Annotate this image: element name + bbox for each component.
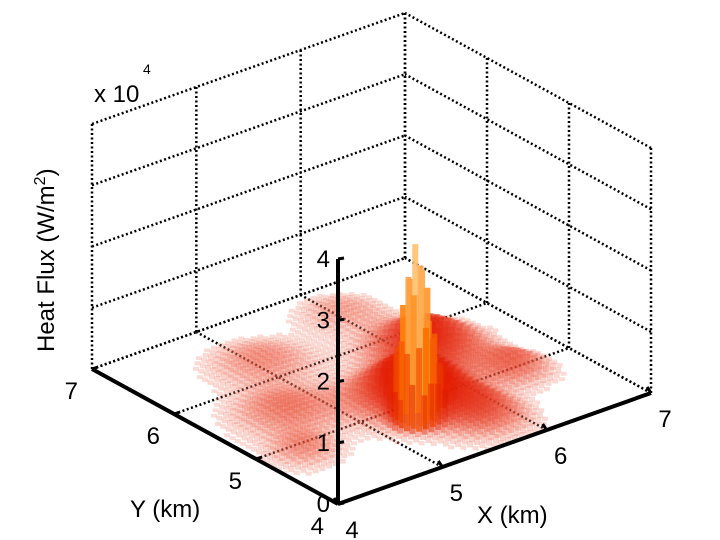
z-axis-label-close: ) — [33, 168, 60, 176]
y-tick-label: 7 — [65, 378, 78, 405]
x-tick-mark — [645, 386, 653, 394]
z-axis-label: Heat Flux (W/m2) — [32, 168, 60, 352]
grid-line-right-horizontal — [404, 134, 652, 272]
x-tick-mark — [332, 497, 340, 505]
x-tick-mark — [437, 460, 444, 468]
z-tick-mark — [337, 317, 345, 322]
heat-flux-surface — [193, 244, 567, 476]
z-tick-label: 4 — [317, 246, 330, 273]
grid-line-right-horizontal — [404, 73, 652, 211]
y-tick-mark — [337, 500, 345, 506]
grid-line-floor-y — [255, 346, 570, 461]
grid-line-right-horizontal — [404, 11, 652, 150]
y-tick-mark — [91, 365, 99, 371]
y-tick-mark — [173, 410, 181, 416]
grid-line-floor-y — [173, 301, 488, 416]
z-tick-label: 3 — [317, 307, 330, 334]
x-tick-label: 7 — [658, 406, 671, 433]
y-tick-mark — [255, 455, 263, 461]
z-tick-label: 2 — [317, 369, 330, 396]
exponent-power: 4 — [143, 61, 151, 77]
grid-line-back-horizontal — [91, 134, 406, 248]
grid-line-back-horizontal — [91, 195, 406, 309]
axes-lines — [91, 256, 653, 506]
z-tick-mark — [337, 379, 345, 383]
z-axis-label-text: Heat Flux (W/m — [33, 185, 60, 352]
x-axis-line — [337, 391, 652, 506]
exponent-label: x 10 — [94, 81, 139, 108]
y-axis-line — [91, 367, 339, 506]
x-axis-label: X (km) — [477, 502, 548, 529]
y-axis-label: Y (km) — [130, 496, 200, 523]
z-tick-label: 1 — [317, 430, 330, 457]
grid-line-back-horizontal — [91, 73, 406, 187]
z-tick-mark — [337, 256, 345, 261]
grid-line-back-horizontal — [91, 11, 406, 126]
grid-line-floor-y — [91, 256, 406, 371]
y-tick-label: 6 — [147, 423, 160, 450]
grid-line-floor-x — [404, 256, 652, 395]
grid-line-floor-x — [195, 330, 443, 469]
x-tick-label: 6 — [554, 443, 567, 470]
y-tick-label: 5 — [229, 468, 242, 495]
z-tick-label: 0 — [317, 491, 330, 518]
x-tick-mark — [541, 423, 548, 431]
z-axis-label-sup: 2 — [32, 176, 49, 185]
x-tick-label: 5 — [450, 480, 463, 507]
z-tick-mark — [337, 440, 345, 445]
x-tick-label: 4 — [345, 517, 358, 540]
grid-line-right-horizontal — [404, 195, 652, 333]
axis-labels: x 10 4 Heat Flux (W/m2) Y (km) X (km) — [32, 61, 548, 529]
y-tick-label: 4 — [311, 513, 324, 540]
